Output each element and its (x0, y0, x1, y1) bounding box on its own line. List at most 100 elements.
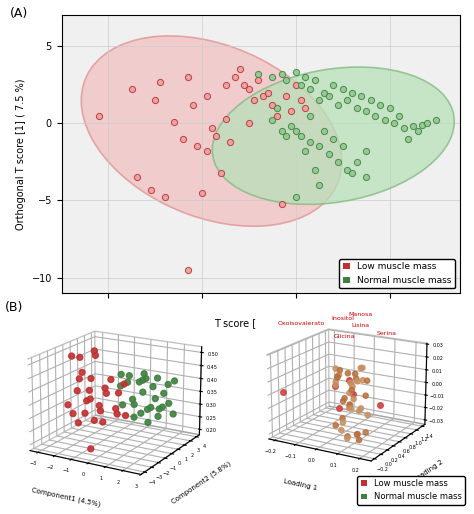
Point (344, 96, 351, 104)
Point (212, 132, 220, 140)
Point (316, 142, 323, 151)
Point (329, 135, 337, 143)
Point (208, 124, 215, 132)
Legend: Low muscle mass, Normal muscle mass: Low muscle mass, Normal muscle mass (357, 476, 465, 505)
Point (273, 104, 281, 112)
Point (419, 121, 426, 129)
Point (217, 169, 225, 177)
Point (320, 88, 328, 97)
Point (320, 127, 328, 135)
Point (245, 85, 253, 94)
Point (152, 96, 159, 104)
Point (362, 147, 370, 155)
Point (240, 81, 248, 89)
Point (128, 85, 136, 94)
Text: (B): (B) (5, 301, 23, 314)
Point (245, 119, 253, 127)
Point (273, 112, 281, 120)
Point (184, 73, 192, 81)
Point (156, 78, 164, 86)
X-axis label: T score [1] ( 2.7 %): T score [1] ( 2.7 %) (214, 318, 308, 328)
Point (269, 101, 276, 109)
Point (414, 127, 421, 135)
Point (189, 101, 197, 109)
Text: (A): (A) (10, 7, 28, 20)
Point (184, 266, 192, 274)
Point (255, 76, 262, 84)
Legend: Low muscle mass, Normal muscle mass: Low muscle mass, Normal muscle mass (339, 259, 455, 288)
Point (231, 73, 239, 81)
Point (391, 119, 398, 127)
Point (409, 122, 417, 131)
X-axis label: Loading 1: Loading 1 (283, 478, 318, 491)
Point (306, 112, 314, 120)
Point (259, 91, 267, 100)
Point (269, 116, 276, 124)
Point (297, 81, 304, 89)
Point (362, 173, 370, 181)
Point (283, 132, 290, 140)
Point (381, 116, 389, 124)
Point (404, 135, 412, 143)
Point (334, 101, 342, 109)
Point (306, 138, 314, 146)
Point (292, 81, 300, 89)
Point (227, 138, 234, 146)
Point (367, 96, 374, 104)
Point (339, 85, 346, 94)
Point (255, 70, 262, 78)
Point (306, 85, 314, 94)
Point (348, 169, 356, 177)
Point (353, 158, 361, 166)
Point (278, 127, 285, 135)
Point (353, 104, 361, 112)
Point (269, 73, 276, 81)
Point (344, 166, 351, 174)
Point (339, 142, 346, 151)
Point (329, 81, 337, 89)
Point (161, 193, 168, 201)
Point (297, 132, 304, 140)
Ellipse shape (212, 67, 454, 205)
Point (301, 73, 309, 81)
Point (423, 119, 431, 127)
Point (194, 142, 201, 151)
Point (95, 112, 103, 120)
Y-axis label: Component2 (5.8%): Component2 (5.8%) (170, 461, 232, 505)
Point (170, 118, 178, 126)
Point (292, 68, 300, 77)
Point (133, 173, 140, 181)
Point (180, 135, 187, 143)
Point (400, 124, 407, 132)
Point (222, 115, 229, 123)
Point (236, 65, 244, 74)
Y-axis label: Loading 2: Loading 2 (413, 459, 445, 483)
Point (386, 104, 393, 112)
Point (147, 186, 155, 194)
Point (222, 81, 229, 89)
Y-axis label: Orthogonal T score [1] ( 7.5 %): Orthogonal T score [1] ( 7.5 %) (16, 79, 26, 230)
Point (357, 91, 365, 100)
Point (283, 91, 290, 100)
Point (278, 199, 285, 208)
Point (433, 116, 440, 124)
Point (395, 112, 403, 120)
Point (292, 193, 300, 201)
Point (311, 76, 319, 84)
Point (287, 107, 295, 115)
Point (376, 101, 384, 109)
Point (372, 112, 379, 120)
Point (348, 88, 356, 97)
Point (311, 166, 319, 174)
Point (316, 181, 323, 189)
Point (264, 88, 272, 97)
Ellipse shape (81, 36, 342, 226)
Point (297, 96, 304, 104)
Point (301, 104, 309, 112)
Point (203, 147, 210, 155)
Point (283, 76, 290, 84)
Point (362, 107, 370, 115)
Point (316, 96, 323, 104)
Point (250, 96, 257, 104)
Point (301, 147, 309, 155)
